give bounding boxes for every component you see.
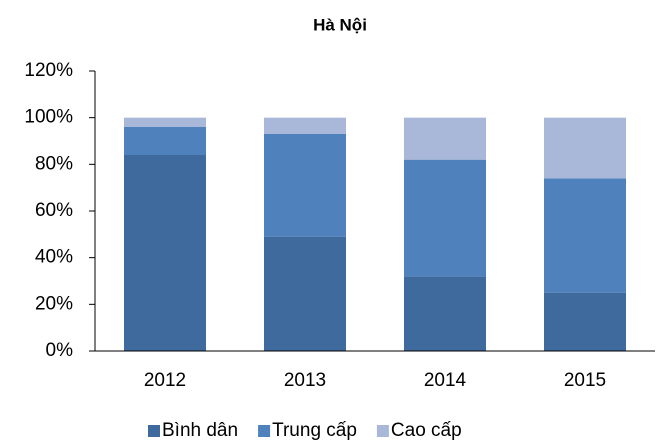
bar-segment — [124, 127, 206, 155]
legend-label: Bình dân — [162, 420, 238, 441]
chart-title: Hà Nội — [313, 15, 367, 34]
legend-label: Trung cấp — [272, 420, 357, 441]
bar-segment — [264, 117, 346, 134]
legend-swatch — [148, 425, 160, 437]
y-tick-label: 20% — [35, 293, 73, 314]
y-tick-label: 120% — [24, 60, 73, 81]
bar-segment — [124, 117, 206, 127]
x-tick-label: 2014 — [424, 370, 467, 391]
y-tick-label: 60% — [35, 200, 73, 221]
bar-segment — [544, 117, 626, 179]
x-tick-label: 2012 — [144, 370, 186, 391]
bar-segment — [264, 134, 346, 237]
bar-segment — [404, 276, 486, 351]
bar-segment — [544, 178, 626, 293]
bar-segment — [264, 236, 346, 351]
bar-segment — [124, 155, 206, 351]
y-tick-label: 80% — [35, 153, 73, 174]
legend-label: Cao cấp — [391, 420, 462, 441]
bar-segment — [404, 159, 486, 277]
legend-swatch — [376, 425, 389, 437]
y-tick-label: 100% — [24, 107, 73, 128]
x-tick-label: 2015 — [564, 370, 606, 391]
y-tick-label: 40% — [35, 247, 73, 268]
legend-swatch — [258, 425, 271, 437]
x-tick-label: 2013 — [284, 370, 326, 391]
y-tick-label: 0% — [46, 340, 74, 361]
bar-segment — [544, 292, 626, 351]
bar-segment — [404, 117, 486, 160]
